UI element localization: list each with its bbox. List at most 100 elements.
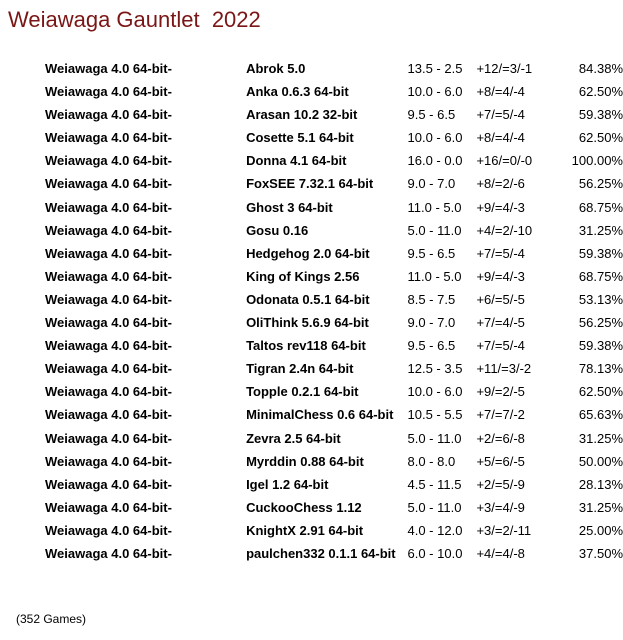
opponent-cell: KnightX 2.91 64-bit	[246, 522, 364, 538]
percentage-cell: 31.25%	[578, 430, 623, 446]
score-cell: 8.5 - 7.5	[407, 291, 456, 307]
percentage-cell: 78.13%	[578, 361, 623, 377]
percentage-cell: 56.25%	[578, 315, 623, 331]
wdl-cell: +12/=3/-1	[476, 61, 533, 76]
opponent-cell: Cosette 5.1 64-bit	[246, 130, 354, 146]
percentage-cell: 59.38%	[578, 107, 623, 123]
engine-cell: Weiawaga 4.0 64-bit-	[45, 315, 172, 331]
wdl-cell: +4/=4/-8	[476, 545, 525, 561]
opponent-cell: MinimalChess 0.6 64-bit	[246, 407, 394, 423]
engine-cell: Weiawaga 4.0 64-bit-	[45, 384, 172, 400]
percentage-cell: 65.63%	[578, 407, 623, 423]
percentage-cell: 84.38%	[578, 61, 623, 76]
table-row: Weiawaga 4.0 64-bit- Zevra 2.5 64-bit 5.0 …	[0, 427, 623, 450]
engine-cell: Weiawaga 4.0 64-bit-	[45, 61, 172, 76]
percentage-cell: 59.38%	[578, 338, 623, 354]
engine-cell: Weiawaga 4.0 64-bit-	[45, 361, 172, 377]
opponent-cell: King of Kings 2.56	[246, 268, 360, 284]
engine-cell: Weiawaga 4.0 64-bit-	[45, 245, 172, 261]
opponent-cell: Hedgehog 2.0 64-bit	[246, 245, 370, 261]
wdl-cell: +7/=5/-4	[476, 107, 525, 123]
engine-cell: Weiawaga 4.0 64-bit-	[45, 453, 172, 469]
percentage-cell: 59.38%	[578, 245, 623, 261]
percentage-cell: 25.00%	[578, 522, 623, 538]
table-row: Weiawaga 4.0 64-bit- OliThink 5.6.9 64-bi…	[0, 311, 623, 334]
score-cell: 5.0 - 11.0	[407, 499, 462, 515]
games-count: (352 Games)	[16, 612, 87, 626]
opponent-cell: Arasan 10.2 32-bit	[246, 107, 358, 123]
score-cell: 5.0 - 11.0	[407, 222, 462, 238]
table-row: Weiawaga 4.0 64-bit- KnightX 2.91 64-bit 4…	[0, 519, 623, 542]
opponent-cell: paulchen332 0.1.1 64-bit	[246, 545, 396, 561]
engine-cell: Weiawaga 4.0 64-bit-	[45, 107, 172, 123]
wdl-cell: +7/=4/-5	[476, 315, 525, 331]
wdl-cell: +16/=0/-0	[476, 153, 533, 169]
page-title: Weiawaga Gauntlet 2022	[8, 7, 261, 32]
engine-cell: Weiawaga 4.0 64-bit-	[45, 176, 172, 192]
wdl-cell: +8/=4/-4	[476, 84, 525, 100]
engine-cell: Weiawaga 4.0 64-bit-	[45, 522, 172, 538]
score-cell: 8.0 - 8.0	[407, 453, 456, 469]
table-row: Weiawaga 4.0 64-bit- King of Kings 2.56 11…	[0, 265, 623, 288]
score-cell: 10.0 - 6.0	[407, 84, 463, 100]
engine-cell: Weiawaga 4.0 64-bit-	[45, 476, 172, 492]
table-row: Weiawaga 4.0 64-bit- Abrok 5.0 13.5 - 2.5 +…	[0, 57, 623, 80]
results-table: Weiawaga 4.0 64-bit- Abrok 5.0 13.5 - 2.5 +…	[0, 57, 623, 565]
opponent-cell: Taltos rev118 64-bit	[246, 338, 366, 354]
wdl-cell: +7/=7/-2	[476, 407, 525, 423]
engine-cell: Weiawaga 4.0 64-bit-	[45, 153, 172, 169]
wdl-cell: +11/=3/-2	[476, 361, 532, 377]
percentage-cell: 53.13%	[578, 291, 623, 307]
engine-cell: Weiawaga 4.0 64-bit-	[45, 84, 172, 100]
table-row: Weiawaga 4.0 64-bit- Cosette 5.1 64-bit 10…	[0, 126, 623, 149]
score-cell: 11.0 - 5.0	[407, 199, 462, 215]
opponent-cell: OliThink 5.6.9 64-bit	[246, 315, 369, 331]
percentage-cell: 62.50%	[578, 84, 623, 100]
engine-cell: Weiawaga 4.0 64-bit-	[45, 268, 172, 284]
engine-cell: Weiawaga 4.0 64-bit-	[45, 199, 172, 215]
score-cell: 9.5 - 6.5	[407, 107, 456, 123]
opponent-cell: Igel 1.2 64-bit	[246, 476, 329, 492]
wdl-cell: +7/=5/-4	[476, 245, 525, 261]
score-cell: 9.5 - 6.5	[407, 338, 456, 354]
wdl-cell: +5/=6/-5	[476, 453, 525, 469]
engine-cell: Weiawaga 4.0 64-bit-	[45, 291, 172, 307]
opponent-cell: Odonata 0.5.1 64-bit	[246, 291, 370, 307]
score-cell: 13.5 - 2.5	[407, 61, 463, 76]
opponent-cell: Gosu 0.16	[246, 222, 309, 238]
table-row: Weiawaga 4.0 64-bit- Gosu 0.16 5.0 - 11.0 +…	[0, 219, 623, 242]
table-row: Weiawaga 4.0 64-bit- Ghost 3 64-bit 11.0 -…	[0, 196, 623, 219]
score-cell: 10.5 - 5.5	[407, 407, 463, 423]
engine-cell: Weiawaga 4.0 64-bit-	[45, 338, 172, 354]
opponent-cell: Topple 0.2.1 64-bit	[246, 384, 359, 400]
score-cell: 9.0 - 7.0	[407, 315, 456, 331]
opponent-cell: FoxSEE 7.32.1 64-bit	[246, 176, 374, 192]
table-row: Weiawaga 4.0 64-bit- Odonata 0.5.1 64-bit…	[0, 288, 623, 311]
score-cell: 9.0 - 7.0	[407, 176, 456, 192]
score-cell: 10.0 - 6.0	[407, 384, 463, 400]
engine-cell: Weiawaga 4.0 64-bit-	[45, 545, 172, 561]
engine-cell: Weiawaga 4.0 64-bit-	[45, 407, 172, 423]
engine-cell: Weiawaga 4.0 64-bit-	[45, 130, 172, 146]
percentage-cell: 68.75%	[578, 199, 623, 215]
wdl-cell: +2/=5/-9	[476, 476, 525, 492]
opponent-cell: CuckooChess 1.12	[246, 499, 362, 515]
table-row: Weiawaga 4.0 64-bit- MinimalChess 0.6 64-…	[0, 403, 623, 426]
opponent-cell: Anka 0.6.3 64-bit	[246, 84, 349, 100]
score-cell: 9.5 - 6.5	[407, 245, 456, 261]
engine-cell: Weiawaga 4.0 64-bit-	[45, 222, 172, 238]
wdl-cell: +3/=2/-11	[476, 522, 532, 538]
percentage-cell: 31.25%	[578, 499, 623, 515]
table-row: Weiawaga 4.0 64-bit- Taltos rev118 64-bit…	[0, 334, 623, 357]
wdl-cell: +9/=2/-5	[476, 384, 525, 400]
opponent-cell: Tigran 2.4n 64-bit	[246, 361, 354, 377]
opponent-cell: Abrok 5.0	[246, 61, 306, 76]
table-row: Weiawaga 4.0 64-bit- Tigran 2.4n 64-bit 12…	[0, 357, 623, 380]
opponent-cell: Donna 4.1 64-bit	[246, 153, 347, 169]
percentage-cell: 62.50%	[578, 130, 623, 146]
percentage-cell: 68.75%	[578, 268, 623, 284]
table-row: Weiawaga 4.0 64-bit- Igel 1.2 64-bit 4.5 -…	[0, 473, 623, 496]
wdl-cell: +9/=4/-3	[476, 199, 525, 215]
opponent-cell: Zevra 2.5 64-bit	[246, 430, 341, 446]
score-cell: 12.5 - 3.5	[407, 361, 463, 377]
